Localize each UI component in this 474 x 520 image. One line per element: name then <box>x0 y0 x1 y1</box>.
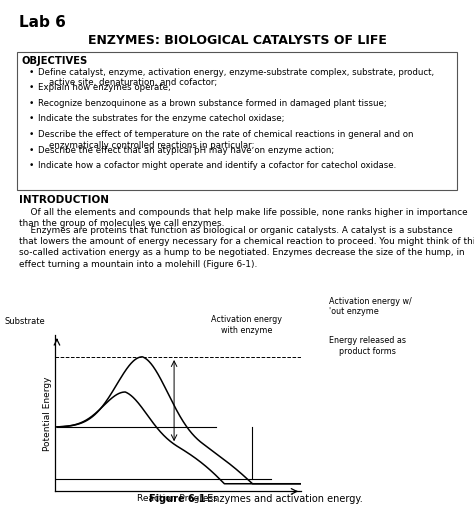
X-axis label: Reaction Progress: Reaction Progress <box>137 494 218 503</box>
Text: Define catalyst, enzyme, activation energy, enzyme-substrate complex, substrate,: Define catalyst, enzyme, activation ener… <box>38 68 434 87</box>
Text: Recognize benzoquinone as a brown substance formed in damaged plant tissue;: Recognize benzoquinone as a brown substa… <box>38 99 387 108</box>
FancyBboxPatch shape <box>17 52 457 190</box>
Text: Activation energy
with enzyme: Activation energy with enzyme <box>211 315 282 335</box>
Y-axis label: Potential Energy: Potential Energy <box>43 376 52 451</box>
Text: Figure 6-1: Figure 6-1 <box>0 519 1 520</box>
Text: •: • <box>28 83 34 92</box>
Text: Enzymes are proteins that function as biological or organic catalysts. A catalys: Enzymes are proteins that function as bi… <box>19 226 474 268</box>
Text: ENZYMES: BIOLOGICAL CATALYSTS OF LIFE: ENZYMES: BIOLOGICAL CATALYSTS OF LIFE <box>88 34 386 47</box>
Text: Describe the effect that an atypical pH may have on enzyme action;: Describe the effect that an atypical pH … <box>38 146 334 154</box>
Text: Describe the effect of temperature on the rate of chemical reactions in general : Describe the effect of temperature on th… <box>38 130 413 150</box>
Text: INTRODUCTION: INTRODUCTION <box>19 195 109 205</box>
Text: Indicate the substrates for the enzyme catechol oxidase;: Indicate the substrates for the enzyme c… <box>38 114 284 123</box>
Text: Indicate how a cofactor might operate and identify a cofactor for catechol oxida: Indicate how a cofactor might operate an… <box>38 161 396 170</box>
Text: Of all the elements and compounds that help make life possible, none ranks highe: Of all the elements and compounds that h… <box>19 208 467 228</box>
Text: •: • <box>28 68 34 76</box>
Text: •: • <box>28 99 34 108</box>
Text: Activation energy w/
'out enzyme: Activation energy w/ 'out enzyme <box>329 297 412 317</box>
Text: •: • <box>28 130 34 139</box>
Text: Figure 6-1: Figure 6-1 <box>149 494 206 504</box>
Text: •: • <box>28 161 34 170</box>
Text: OBJECTIVES: OBJECTIVES <box>21 56 88 66</box>
Text: Substrate: Substrate <box>5 317 46 326</box>
Text: Energy released as
product forms: Energy released as product forms <box>329 336 406 356</box>
Text: •: • <box>28 146 34 154</box>
Text: Explain how enzymes operate;: Explain how enzymes operate; <box>38 83 171 92</box>
Text: •: • <box>28 114 34 123</box>
Text: Enzymes and activation energy.: Enzymes and activation energy. <box>204 494 363 504</box>
Text: Lab 6: Lab 6 <box>19 15 66 30</box>
